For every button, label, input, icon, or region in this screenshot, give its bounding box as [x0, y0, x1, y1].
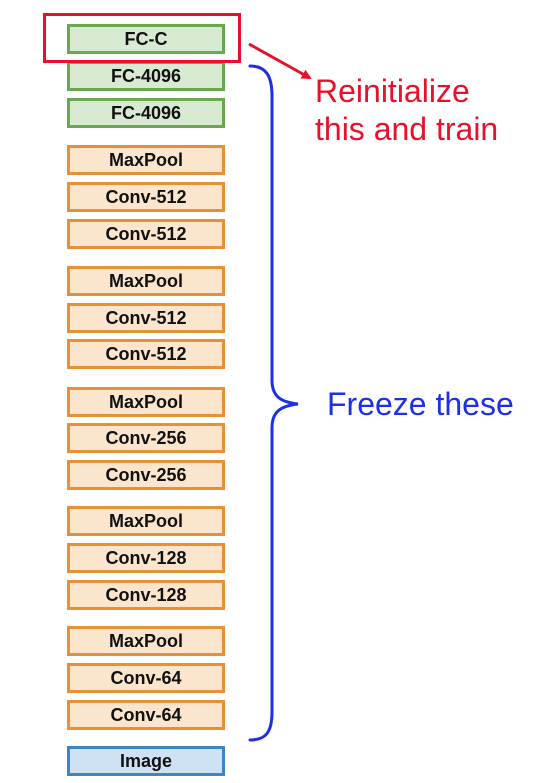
layer-maxpool-2: MaxPool — [67, 506, 225, 536]
layer-fc-4096-bottom: FC-4096 — [67, 98, 225, 128]
layer-conv-256-b: Conv-256 — [67, 460, 225, 490]
layer-conv-256-a: Conv-256 — [67, 423, 225, 453]
reinitialize-arrow — [248, 42, 312, 80]
layer-fc-c: FC-C — [67, 24, 225, 54]
reinitialize-line-1: Reinitialize — [315, 73, 470, 109]
layer-conv-64-a: Conv-64 — [67, 663, 225, 693]
reinitialize-line-2: this and train — [315, 111, 499, 147]
layer-conv-512-5a: Conv-512 — [67, 182, 225, 212]
layer-conv-64-b: Conv-64 — [67, 700, 225, 730]
freeze-label: Freeze these — [327, 386, 514, 422]
reinitialize-label: Reinitialize this and train — [315, 72, 498, 148]
layer-image: Image — [67, 746, 225, 776]
layer-conv-128-b: Conv-128 — [67, 580, 225, 610]
layer-maxpool-3: MaxPool — [67, 387, 225, 417]
layer-conv-512-4b: Conv-512 — [67, 339, 225, 369]
highlight-box — [43, 13, 241, 63]
freeze-brace — [248, 64, 299, 742]
layer-maxpool-5: MaxPool — [67, 145, 225, 175]
layer-conv-128-a: Conv-128 — [67, 543, 225, 573]
layer-maxpool-1: MaxPool — [67, 626, 225, 656]
layer-conv-512-5b: Conv-512 — [67, 219, 225, 249]
layer-conv-512-4a: Conv-512 — [67, 303, 225, 333]
layer-maxpool-4: MaxPool — [67, 266, 225, 296]
